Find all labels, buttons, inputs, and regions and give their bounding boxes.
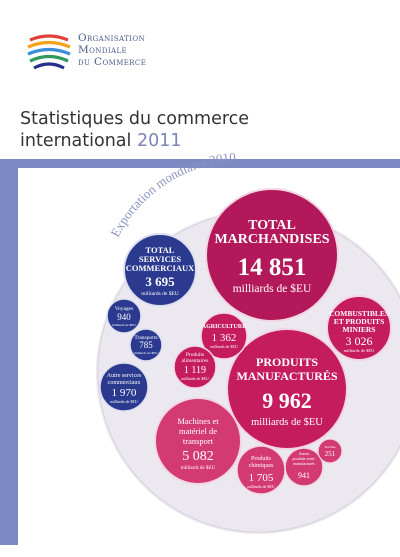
- manufactures-label-1: PRODUITS: [256, 355, 318, 369]
- machinery-value: 5 082: [182, 449, 214, 464]
- food-label-1: Produits: [186, 352, 204, 358]
- transports-value: 785: [139, 340, 153, 350]
- fuels-bubble: [326, 295, 392, 361]
- total-label-1: TOTAL: [248, 218, 296, 233]
- semi-manufactures-label-1: Autres: [299, 451, 310, 456]
- semi-manufactures-label-3: manufacturés: [293, 461, 315, 466]
- food-bubble: [173, 345, 217, 389]
- services-label-3: COMMERCIAUX: [126, 263, 195, 273]
- services-label-2: SERVICES: [139, 254, 181, 264]
- other-services-label-1: Autre services: [107, 373, 142, 379]
- food-unit: milliards de $EU: [181, 376, 208, 381]
- total-unit: milliards de $EU: [233, 282, 312, 295]
- total-label-2: MARCHANDISES: [214, 232, 329, 247]
- organization-name: Organisation Mondiale du Commerce: [78, 32, 146, 68]
- transports-label: Transports: [134, 335, 157, 341]
- services-label-1: TOTAL: [146, 245, 175, 255]
- org-line-2: Mondiale: [78, 44, 128, 56]
- fuels-label-2: ET PRODUITS: [334, 317, 385, 326]
- agriculture-value: 1 362: [212, 332, 237, 344]
- voyages-label: Voyages: [115, 306, 134, 312]
- transports-unit: milliards de $EU: [134, 351, 158, 355]
- textiles-bubble: [317, 438, 343, 464]
- services-bubble: [123, 233, 197, 307]
- title-line-1: Statistiques du commerce: [20, 109, 250, 129]
- chemicals-label-2: chimiques: [249, 463, 274, 469]
- title-year: 2011: [136, 131, 182, 151]
- machinery-unit: milliards de $EU: [181, 466, 216, 471]
- fuels-label-3: MINIERS: [343, 325, 376, 334]
- semi-manufactures-label-2: produits semi-: [293, 456, 317, 461]
- chemicals-unit: milliards de $EU: [247, 484, 274, 489]
- total-merchandise-bubble: [205, 188, 339, 322]
- org-line-3: du Commerce: [78, 56, 147, 68]
- manufactures-value: 9 962: [262, 388, 312, 413]
- services-unit: milliards de $EU: [141, 290, 179, 297]
- agriculture-label: AGRICULTURE: [202, 324, 246, 330]
- food-value: 1 119: [184, 365, 206, 376]
- other-services-value: 1 970: [112, 387, 137, 399]
- fuels-value: 3 026: [346, 334, 373, 348]
- chemicals-value: 1 705: [249, 472, 274, 484]
- agriculture-unit: milliards de $EU: [210, 344, 237, 349]
- transports-bubble: [129, 328, 163, 362]
- semi-manufactures-bubble: [284, 447, 324, 487]
- machinery-label-3: transport: [183, 436, 214, 446]
- machinery-label-1: Machines et: [177, 416, 219, 426]
- voyages-value: 940: [117, 312, 131, 322]
- fuels-label-1: COMBUSTIBLES: [329, 309, 389, 318]
- machinery-bubble: [154, 397, 242, 485]
- wto-logo-icon: [27, 34, 71, 70]
- textiles-label: Textiles: [324, 445, 336, 449]
- chemicals-label-1: Produits: [251, 456, 272, 462]
- semi-manufactures-value: 941: [298, 471, 310, 480]
- services-value: 3 695: [145, 274, 175, 289]
- org-line-1: Organisation: [78, 32, 145, 44]
- other-services-bubble: [99, 362, 149, 412]
- other-services-unit: milliards de $EU: [110, 399, 137, 404]
- other-services-label-2: commerciaux: [108, 380, 141, 386]
- voyages-unit: milliards de $EU: [112, 323, 136, 327]
- publication-title: Statistiques du commerce international 2…: [20, 108, 249, 152]
- title-line-2: international: [20, 131, 132, 151]
- agriculture-bubble: [200, 312, 248, 360]
- total-value: 14 851: [238, 254, 307, 281]
- manufactures-bubble: [226, 328, 348, 450]
- machinery-label-2: matériel de: [179, 426, 217, 436]
- food-label-2: alimentaires: [182, 358, 209, 364]
- textiles-value: 251: [325, 450, 336, 458]
- manufactures-unit: milliards de $EU: [251, 417, 323, 428]
- manufactures-label-2: MANUFACTURÉS: [236, 369, 337, 383]
- fuels-unit: milliards de $EU: [344, 348, 375, 353]
- voyages-bubble: [106, 298, 142, 334]
